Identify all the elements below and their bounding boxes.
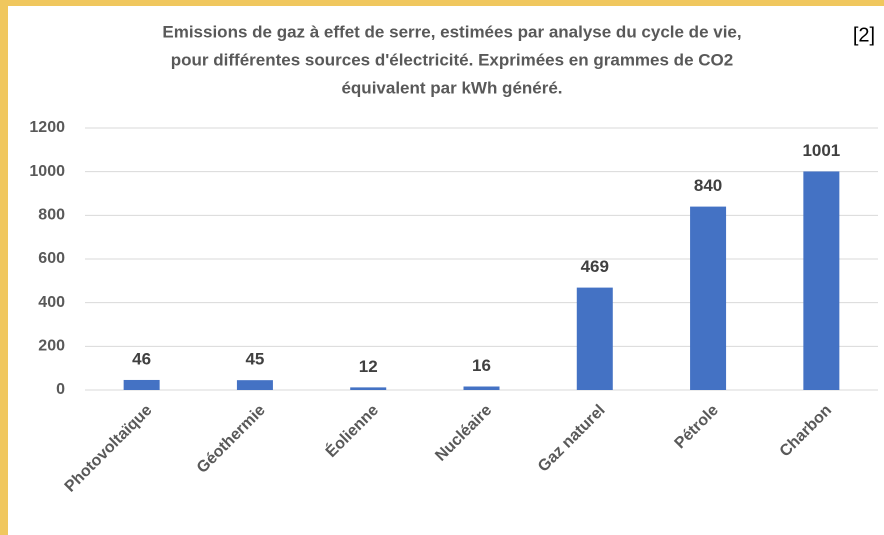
annotation: [2]: [853, 24, 875, 46]
data-label: 16: [472, 356, 491, 375]
bar: [576, 287, 613, 390]
y-tick-label: 400: [38, 294, 65, 311]
bar: [123, 379, 160, 390]
border-left: [0, 0, 8, 535]
y-tick-label: 600: [38, 250, 65, 267]
bar: [463, 386, 500, 390]
chart-title: Emissions de gaz à effet de serre, estim…: [162, 22, 741, 41]
data-label: 12: [359, 357, 378, 376]
y-tick-label: 1200: [29, 119, 65, 136]
y-tick-label: 0: [56, 381, 65, 398]
bar: [236, 380, 273, 390]
data-label: 45: [245, 350, 264, 369]
bar: [803, 171, 840, 390]
chart-title: équivalent par kWh généré.: [341, 78, 562, 97]
data-label: 1001: [802, 141, 840, 160]
bar: [690, 206, 727, 390]
data-label: 840: [694, 176, 722, 195]
data-label: 46: [132, 349, 151, 368]
data-label: 469: [581, 257, 609, 276]
y-tick-label: 1000: [29, 163, 65, 180]
y-tick-label: 800: [38, 207, 65, 224]
chart-title: pour différentes sources d'électricité. …: [171, 50, 733, 69]
bar: [350, 387, 387, 390]
y-tick-label: 200: [38, 338, 65, 355]
border-top: [0, 0, 884, 6]
